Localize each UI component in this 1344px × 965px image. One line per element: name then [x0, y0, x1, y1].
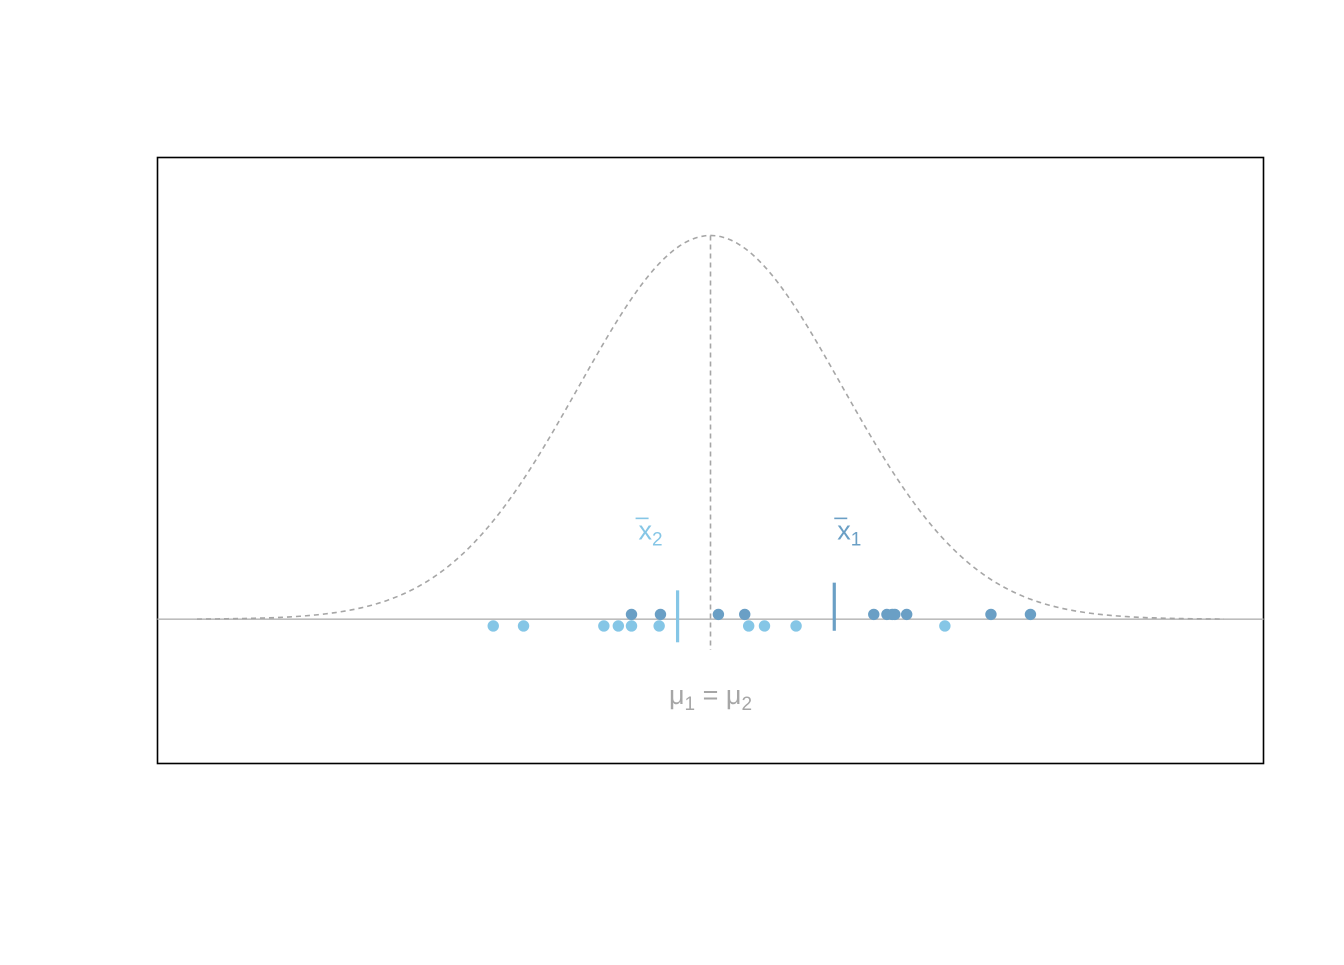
data-point	[712, 608, 725, 621]
data-point	[889, 608, 901, 621]
data-point	[739, 608, 751, 621]
data-point	[487, 620, 499, 632]
data-point	[758, 620, 771, 632]
population-mean-label: μ1 = μ2	[669, 680, 752, 715]
data-point	[1024, 608, 1037, 621]
sample-mean-label: x2	[639, 515, 663, 550]
data-point	[985, 608, 997, 621]
line-layer	[157, 234, 1264, 650]
data-point	[517, 620, 530, 632]
data-point	[625, 608, 638, 621]
data-point	[939, 620, 951, 632]
data-point	[653, 620, 665, 632]
sample-mean-label: x1	[837, 515, 861, 550]
data-point	[654, 608, 667, 621]
label-layer: μ1 = μ2 x1 x2	[635, 515, 861, 715]
data-point	[868, 608, 880, 621]
data-point	[598, 620, 610, 632]
data-point	[625, 620, 638, 632]
data-point	[900, 608, 913, 621]
data-point	[742, 620, 755, 632]
plot-border	[156, 156, 1265, 765]
data-point	[612, 620, 625, 632]
point-layer	[487, 608, 1037, 632]
data-point	[790, 620, 802, 632]
